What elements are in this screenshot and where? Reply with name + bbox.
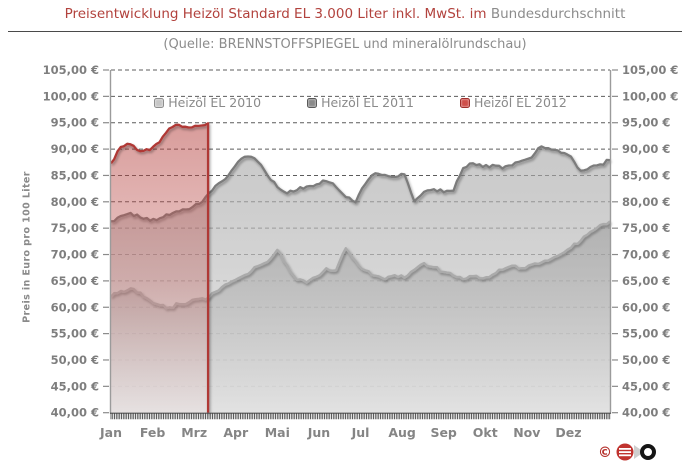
month-label-nov: Nov — [513, 425, 540, 440]
month-label-mai: Mai — [265, 425, 290, 440]
legend-item-2012: Heizöl EL 2012 — [459, 95, 567, 110]
area-heizoel-2010 — [111, 221, 610, 413]
y-tick-label-right: 85,00 € — [622, 168, 670, 182]
y-tick-label-left: 60,00 € — [51, 300, 99, 314]
legend-label-2012: Heizöl EL 2012 — [473, 95, 567, 110]
month-label-apr: Apr — [223, 425, 249, 440]
axes — [109, 70, 612, 420]
y-axis-ticks-and-labels: 105,00 € 105,00 € 100,00 € 100,00 € 95,00 € 9… — [43, 63, 679, 420]
y-tick-label-right: 80,00 € — [622, 195, 670, 209]
y-tick-label-left: 40,00 € — [51, 406, 99, 420]
page-subtitle: (Quelle: BRENNSTOFFSPIEGEL und mineralöl… — [163, 37, 527, 52]
y-tick-label-right: 95,00 € — [622, 116, 670, 130]
line-heizoel-2012 — [110, 122, 210, 413]
month-label-sep: Sep — [430, 425, 456, 440]
month-label-jul: Jul — [351, 425, 370, 440]
y-tick-label-right: 45,00 € — [622, 379, 670, 393]
y-tick-label-left: 100,00 € — [43, 89, 99, 103]
brand-logo: © — [598, 443, 656, 461]
month-label-dez: Dez — [555, 425, 581, 440]
y-tick-label-right: 100,00 € — [622, 89, 678, 103]
logo-black-ring-icon — [640, 444, 656, 460]
month-label-aug: Aug — [388, 425, 416, 440]
y-tick-label-right: 55,00 € — [622, 327, 670, 341]
legend-swatch-2011-icon — [307, 97, 318, 108]
title-divider — [8, 31, 682, 32]
y-tick-label-right: 40,00 € — [622, 406, 670, 420]
y-tick-label-left: 95,00 € — [51, 116, 99, 130]
y-tick-label-left: 55,00 € — [51, 327, 99, 341]
x-axis-month-labels: Jan Feb Mrz Apr Mai Jun Jul Aug Sep Okt Nov Dez — [99, 425, 581, 440]
month-label-mrz: Mrz — [181, 425, 207, 440]
month-label-okt: Okt — [473, 425, 498, 440]
x-axis-daily-ticks — [110, 413, 611, 420]
y-tick-label-left: 105,00 € — [43, 63, 99, 77]
y-tick-label-left: 85,00 € — [51, 168, 99, 182]
legend-label-2011: Heizöl EL 2011 — [321, 95, 414, 110]
legend-label-2010: Heizöl EL 2010 — [168, 95, 262, 110]
page-title-red: Preisentwicklung Heizöl Standard EL 3.00… — [64, 6, 487, 22]
y-tick-label-right: 90,00 € — [622, 142, 670, 156]
area-heizoel-2012 — [111, 123, 209, 413]
y-tick-label-right: 70,00 € — [622, 248, 670, 262]
y-tick-label-left: 70,00 € — [51, 248, 99, 262]
y-tick-label-right: 75,00 € — [622, 221, 670, 235]
legend-item-2010: Heizöl EL 2010 — [154, 95, 261, 110]
y-tick-label-left: 80,00 € — [51, 195, 99, 209]
legend-item-2011: Heizöl EL 2011 — [307, 95, 414, 110]
y-tick-label-right: 105,00 € — [622, 63, 678, 77]
y-tick-label-left: 75,00 € — [51, 221, 99, 235]
month-label-feb: Feb — [140, 425, 166, 440]
logo-triangle-icon — [634, 445, 644, 459]
chart-legend: Heizöl EL 2010 Heizöl EL 2011 Heizöl EL … — [111, 95, 610, 110]
y-tick-label-right: 65,00 € — [622, 274, 670, 288]
month-label-jun: Jun — [307, 425, 330, 440]
y-tick-label-left: 45,00 € — [51, 379, 99, 393]
month-label-jan: Jan — [99, 425, 122, 440]
y-tick-label-left: 50,00 € — [51, 353, 99, 367]
legend-swatch-2010-icon — [154, 97, 165, 108]
page-title: Preisentwicklung Heizöl Standard EL 3.00… — [0, 6, 690, 22]
page-title-gray: Bundesdurchschnitt — [490, 6, 626, 22]
y-tick-label-left: 65,00 € — [51, 274, 99, 288]
copyright-icon: © — [598, 445, 612, 461]
y-tick-label-right: 50,00 € — [622, 353, 670, 367]
legend-swatch-2012-icon — [459, 97, 470, 108]
y-tick-label-right: 60,00 € — [622, 300, 670, 314]
y-tick-label-left: 90,00 € — [51, 142, 99, 156]
